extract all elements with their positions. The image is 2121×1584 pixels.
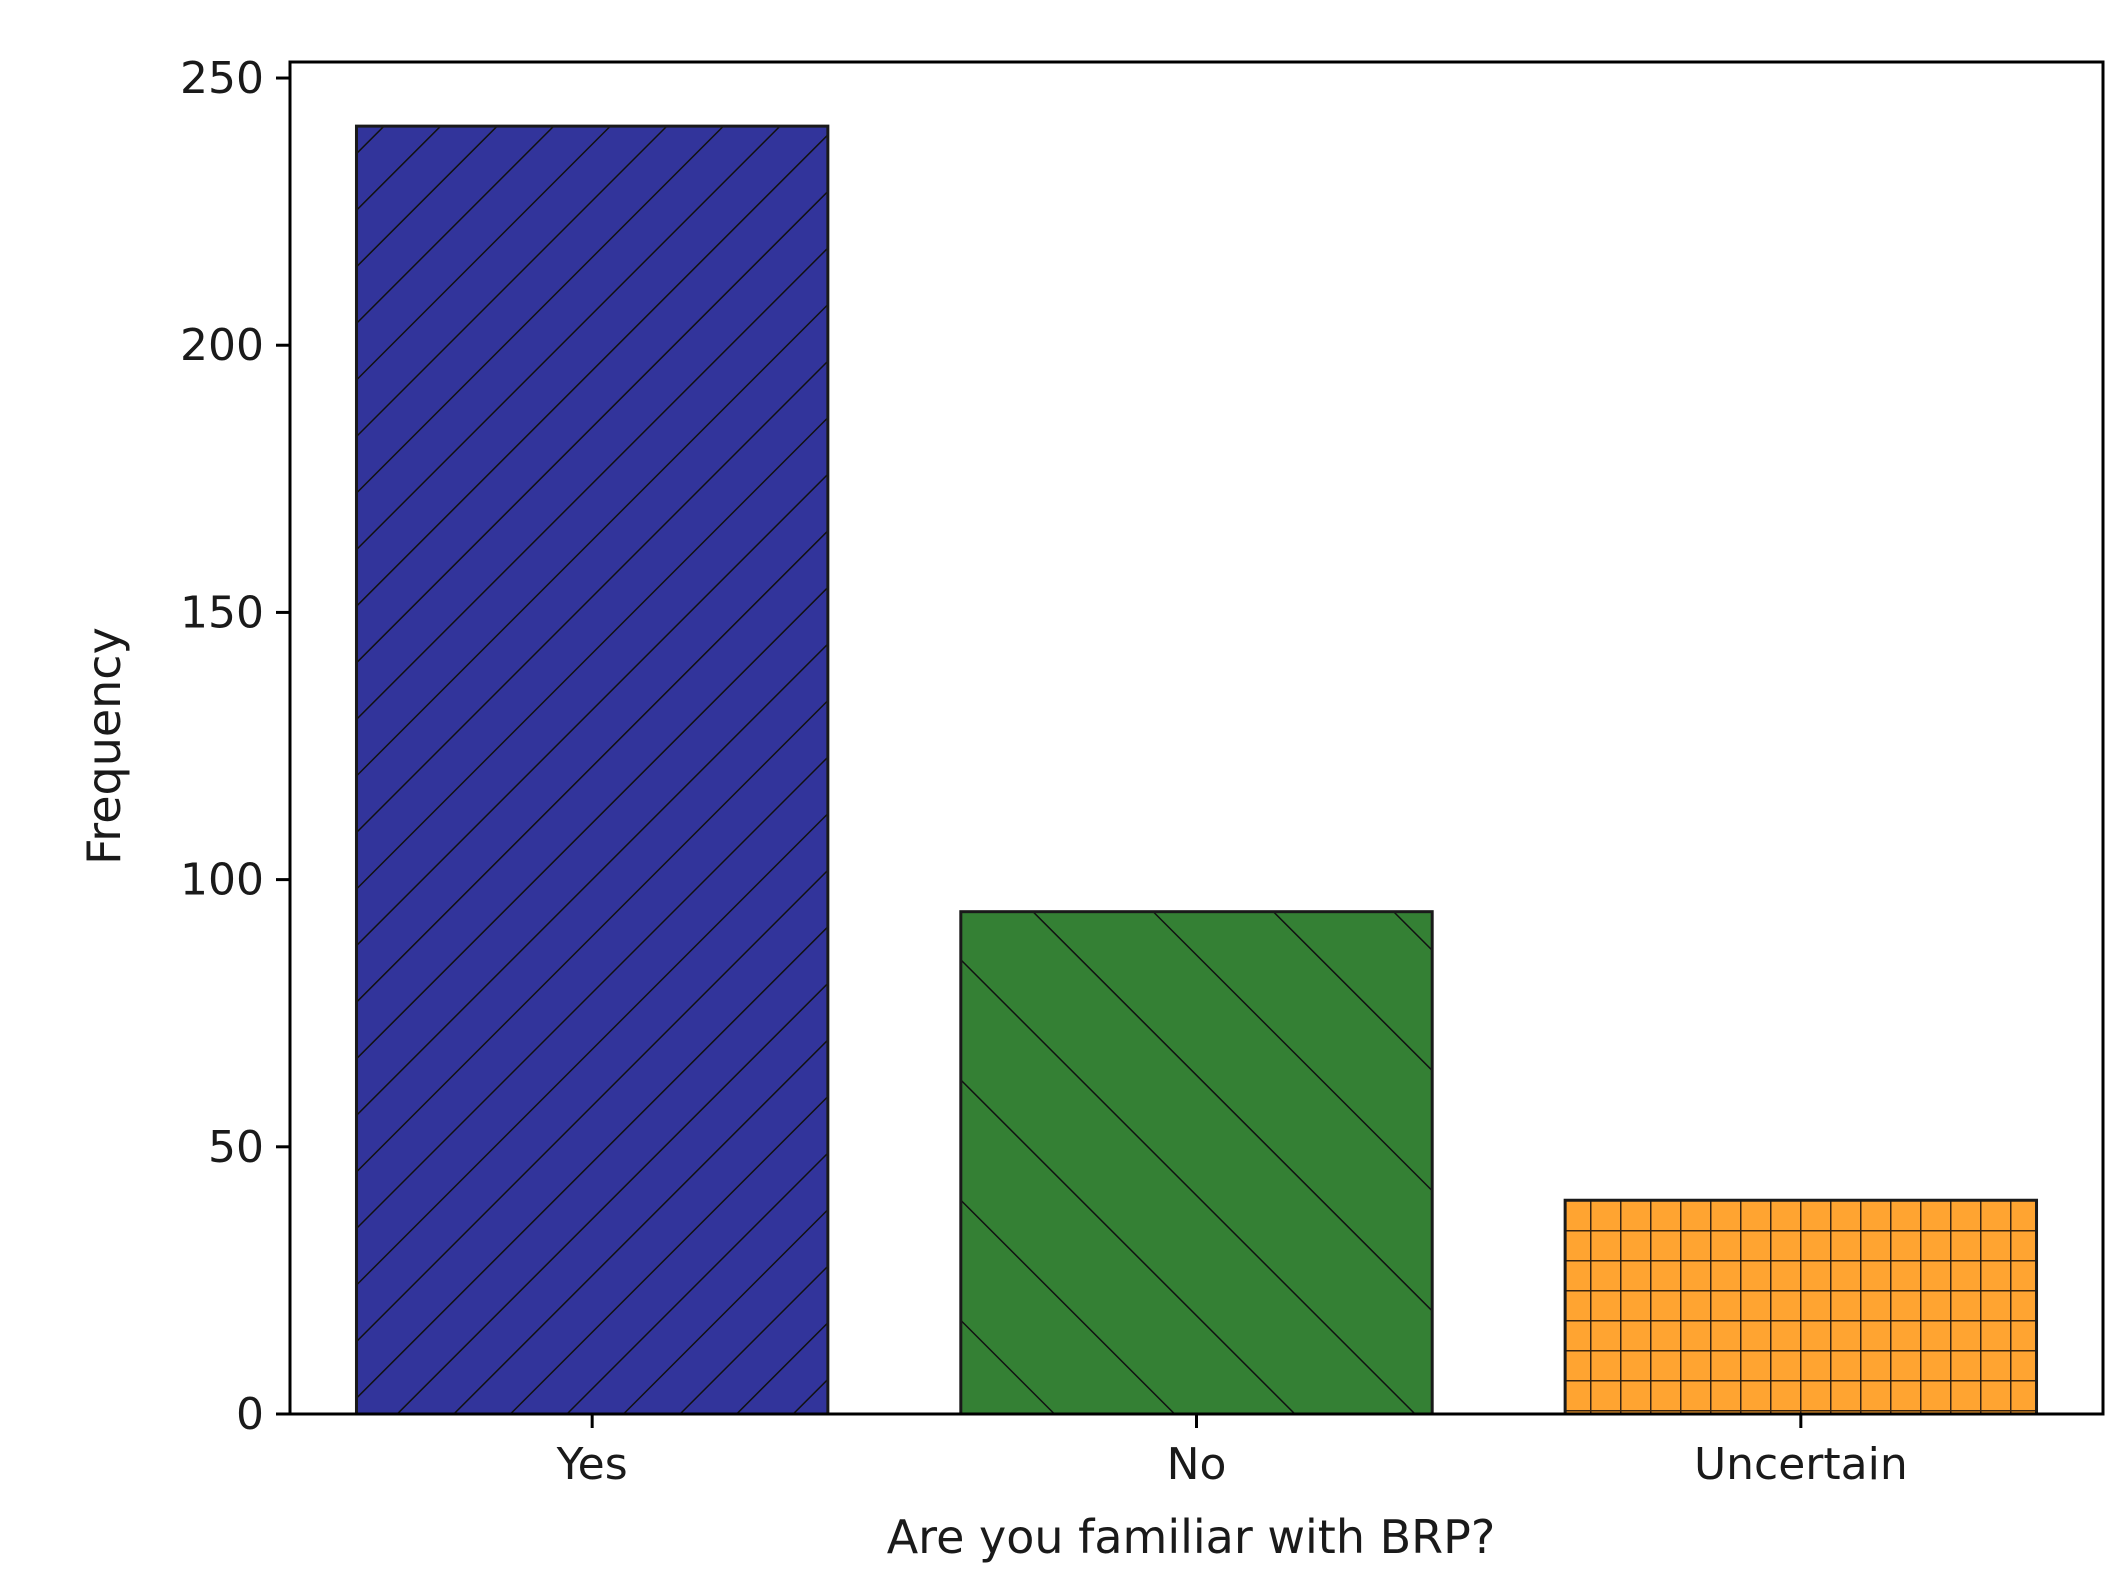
y-tick-label: 100 [180, 855, 264, 906]
x-axis-label: Are you familiar with BRP? [887, 1510, 1496, 1564]
y-tick-label: 200 [180, 320, 264, 371]
bar-no [959, 910, 1434, 1416]
bar-yes [354, 124, 830, 1416]
bar-hatch [959, 910, 1434, 1416]
axes-layer: Yes No Uncertain 0 50 100 150 200 250 [180, 53, 2105, 1490]
y-axis-label: Frequency [77, 627, 131, 865]
bar-hatch [354, 124, 830, 1416]
plot-frame [288, 60, 2105, 1416]
x-tick-label: Uncertain [1694, 1439, 1908, 1490]
y-tick-label: 0 [236, 1389, 264, 1440]
y-tick-label: 150 [180, 587, 264, 638]
bar-hatch [1563, 1198, 2039, 1416]
bars-layer [354, 124, 2039, 1416]
y-tick-label: 50 [208, 1122, 264, 1173]
x-tick-label: Yes [556, 1439, 628, 1490]
bar-uncertain [1563, 1198, 2039, 1416]
x-tick-label: No [1167, 1439, 1227, 1490]
y-tick-label: 250 [180, 53, 264, 104]
